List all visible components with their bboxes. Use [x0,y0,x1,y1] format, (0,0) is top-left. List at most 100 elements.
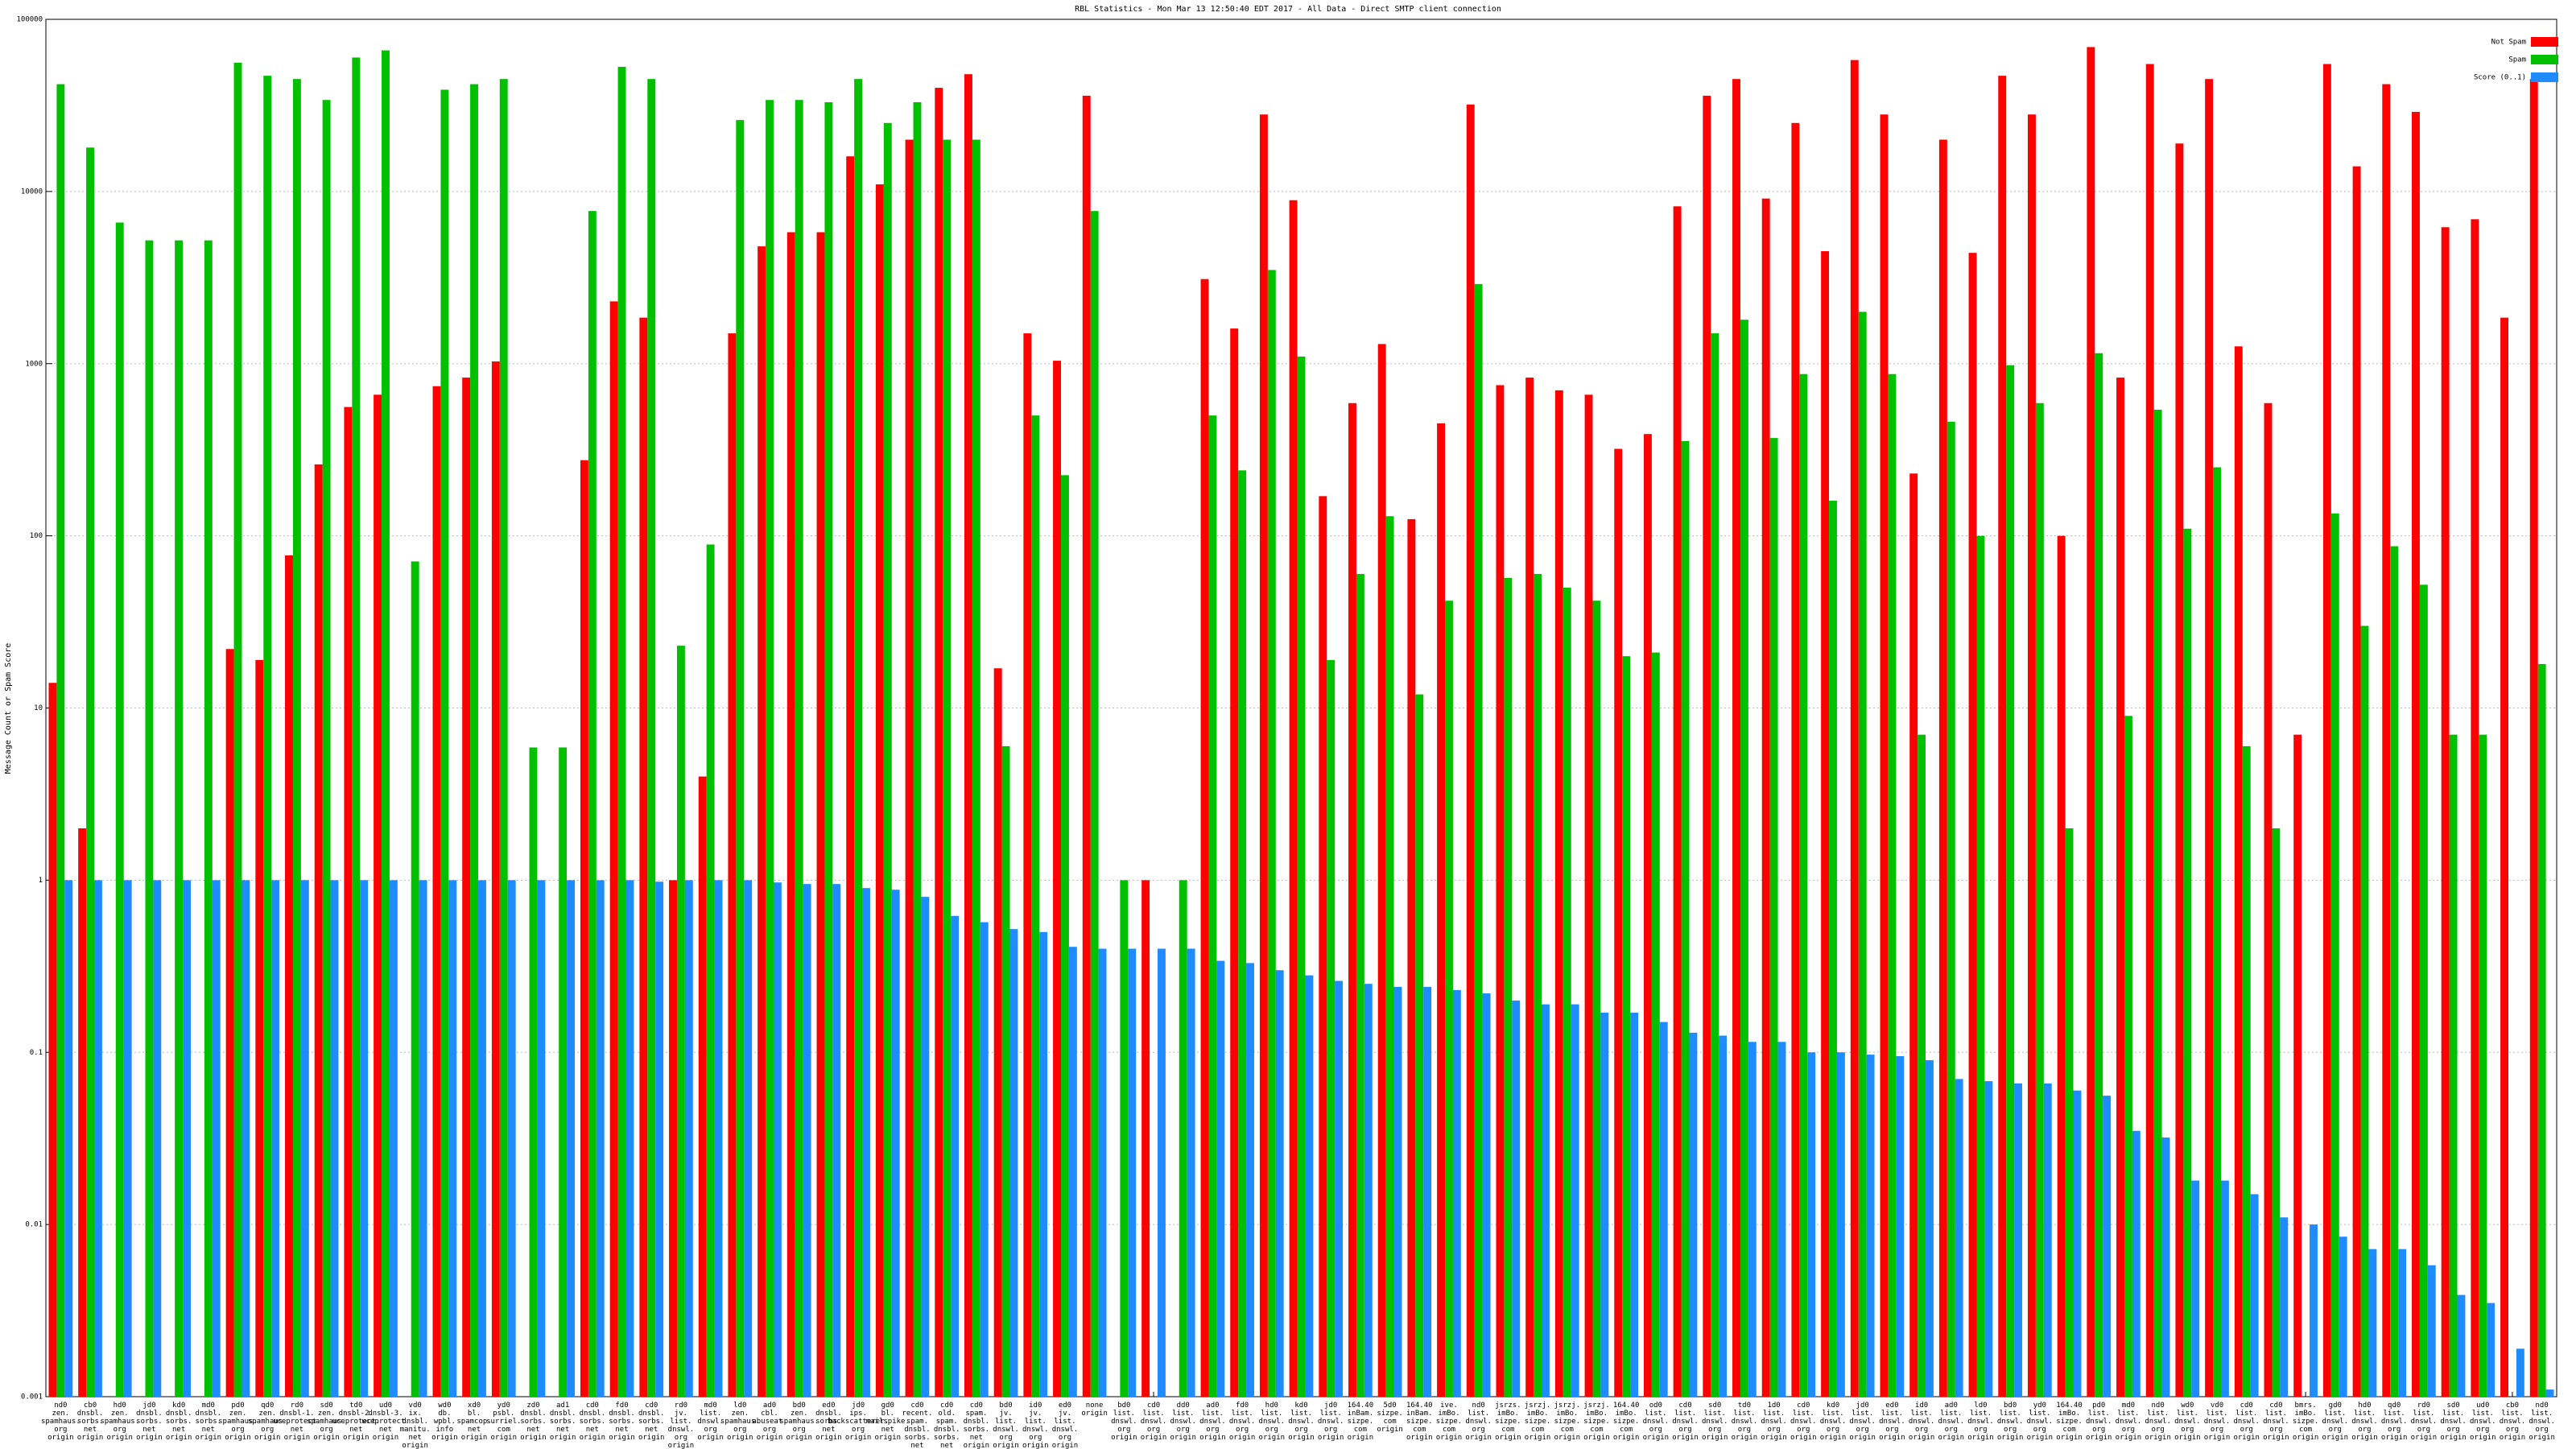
y-tick-label: 1 [39,877,43,885]
bar [2412,111,2420,1397]
bar [1703,95,1711,1397]
bar [1984,1081,1993,1397]
x-tick-label: ld0 zen. spamhaus. org origin [720,1402,760,1442]
bar [1474,283,1483,1397]
x-tick-label: md0 list. dnswl. org origin [697,1402,724,1442]
bar [1053,361,1061,1397]
bar [1777,1042,1786,1397]
x-tick-label: jsrzs. imBo. sizpe. com origin [1495,1402,1521,1442]
bar [2153,409,2162,1397]
bar [567,880,576,1397]
bar [1466,104,1475,1397]
x-tick-label: bd0 list. dnswl. org origin [1111,1402,1137,1442]
bar [706,544,715,1397]
bar [2242,745,2251,1397]
bar [1482,993,1491,1397]
bar [462,378,471,1397]
bar [1090,211,1099,1397]
bar [714,880,723,1397]
bar [204,240,213,1397]
bar [1246,963,1254,1397]
x-tick-label: qd0 zen. spamhaus. org origin [248,1402,287,1442]
bar [491,361,500,1397]
bar [440,89,449,1397]
bar [1200,279,1209,1397]
bar [507,880,516,1397]
bar [698,776,707,1397]
bar [875,184,884,1397]
bar [559,747,568,1397]
bar [1275,970,1284,1397]
x-tick-label: id0 jv. list. dnswl. org origin [1022,1402,1049,1449]
bar [2205,79,2214,1397]
bar [1023,333,1032,1397]
y-tick-label: 100 [30,532,43,540]
bar [2161,1137,2170,1397]
bar [183,880,191,1397]
bar [2537,663,2546,1397]
y-tick-label: 100000 [16,16,43,24]
x-tick-label: sd0 list. dnswl. org origin [2440,1402,2467,1442]
x-tick-label: cd0 spam. dnsbl. sorbs. net origin [964,1402,990,1449]
bar [1437,423,1446,1397]
bar [123,880,132,1397]
x-tick-label: ld0 list. dnswl. org origin [1967,1402,1994,1442]
bar [684,880,693,1397]
x-tick-label: pd0 zen. spamhaus. org origin [218,1402,258,1442]
y-tick-label: 10 [34,704,43,712]
bar [300,880,309,1397]
x-tick-label: hd0 zen. spamhaus. org origin [100,1402,139,1442]
bar [285,555,293,1397]
x-tick-label: yd0 psbl. surriel. com origin [486,1402,521,1442]
legend-label: Not Spam [2491,39,2526,47]
bar [2310,1224,2318,1397]
bar [846,156,855,1397]
bar [1600,1012,1609,1397]
bar [1821,251,1830,1397]
bar [2213,467,2221,1397]
x-tick-label: sd0 list. dnswl. org origin [1702,1402,1728,1442]
y-tick-label: 10000 [21,188,43,196]
bar [1068,947,1077,1397]
bar [2132,1130,2140,1397]
bar [1348,402,1356,1397]
bar [389,880,398,1397]
bar [1356,574,1364,1397]
bar [2441,227,2450,1397]
x-tick-label: nd0 zen. spamhaus. org origin [41,1402,80,1442]
bar [891,890,900,1397]
x-tick-label: jsrzj. imBo. sizpe. com origin [1525,1402,1551,1442]
x-tick-label: cd0 list. dnswl. org origin [2263,1402,2289,1442]
bar [1216,960,1225,1397]
legend-label: Spam [2508,56,2526,64]
bar [1141,880,1150,1397]
bar [2293,734,2302,1397]
bar [1385,516,1394,1397]
x-tick-label: gd0 list. dnswl. org origin [2322,1402,2349,1442]
y-tick-label: 1000 [25,360,43,368]
bar [1681,440,1690,1397]
bar [1880,114,1889,1397]
bar [758,246,766,1397]
bar [255,659,264,1397]
x-tick-label: 164.40 imBo. sizpe. com origin [1613,1402,1640,1442]
x-tick-label: xd0 bl. spamcop. net origin [456,1402,491,1442]
bar [943,139,952,1397]
bar [921,897,930,1397]
x-tick-label: td0 dnsbl-2. uceprotect. net origin [332,1402,380,1442]
x-tick-label: jd0 list. dnswl. org origin [1849,1402,1876,1442]
bar [56,84,65,1397]
bar [1179,880,1187,1397]
bar [2487,1302,2496,1397]
x-tick-label: dd0 list. dnswl. org origin [1170,1402,1196,1442]
bar [773,882,782,1397]
bar [2479,734,2487,1397]
x-tick-label: hd0 list. dnswl. org origin [2351,1402,2378,1442]
x-tick-label: od0 list. dnswl. org origin [1643,1402,1670,1442]
bar [676,646,685,1397]
x-tick-label: cd0 list. dnswl. org origin [1790,1402,1817,1442]
x-tick-label: bmrs. imBo. sizpe. com origin [2293,1402,2319,1442]
x-tick-label: wd0 list. dnswl. org origin [2174,1402,2201,1442]
bar [2330,513,2339,1397]
bar [980,922,989,1397]
